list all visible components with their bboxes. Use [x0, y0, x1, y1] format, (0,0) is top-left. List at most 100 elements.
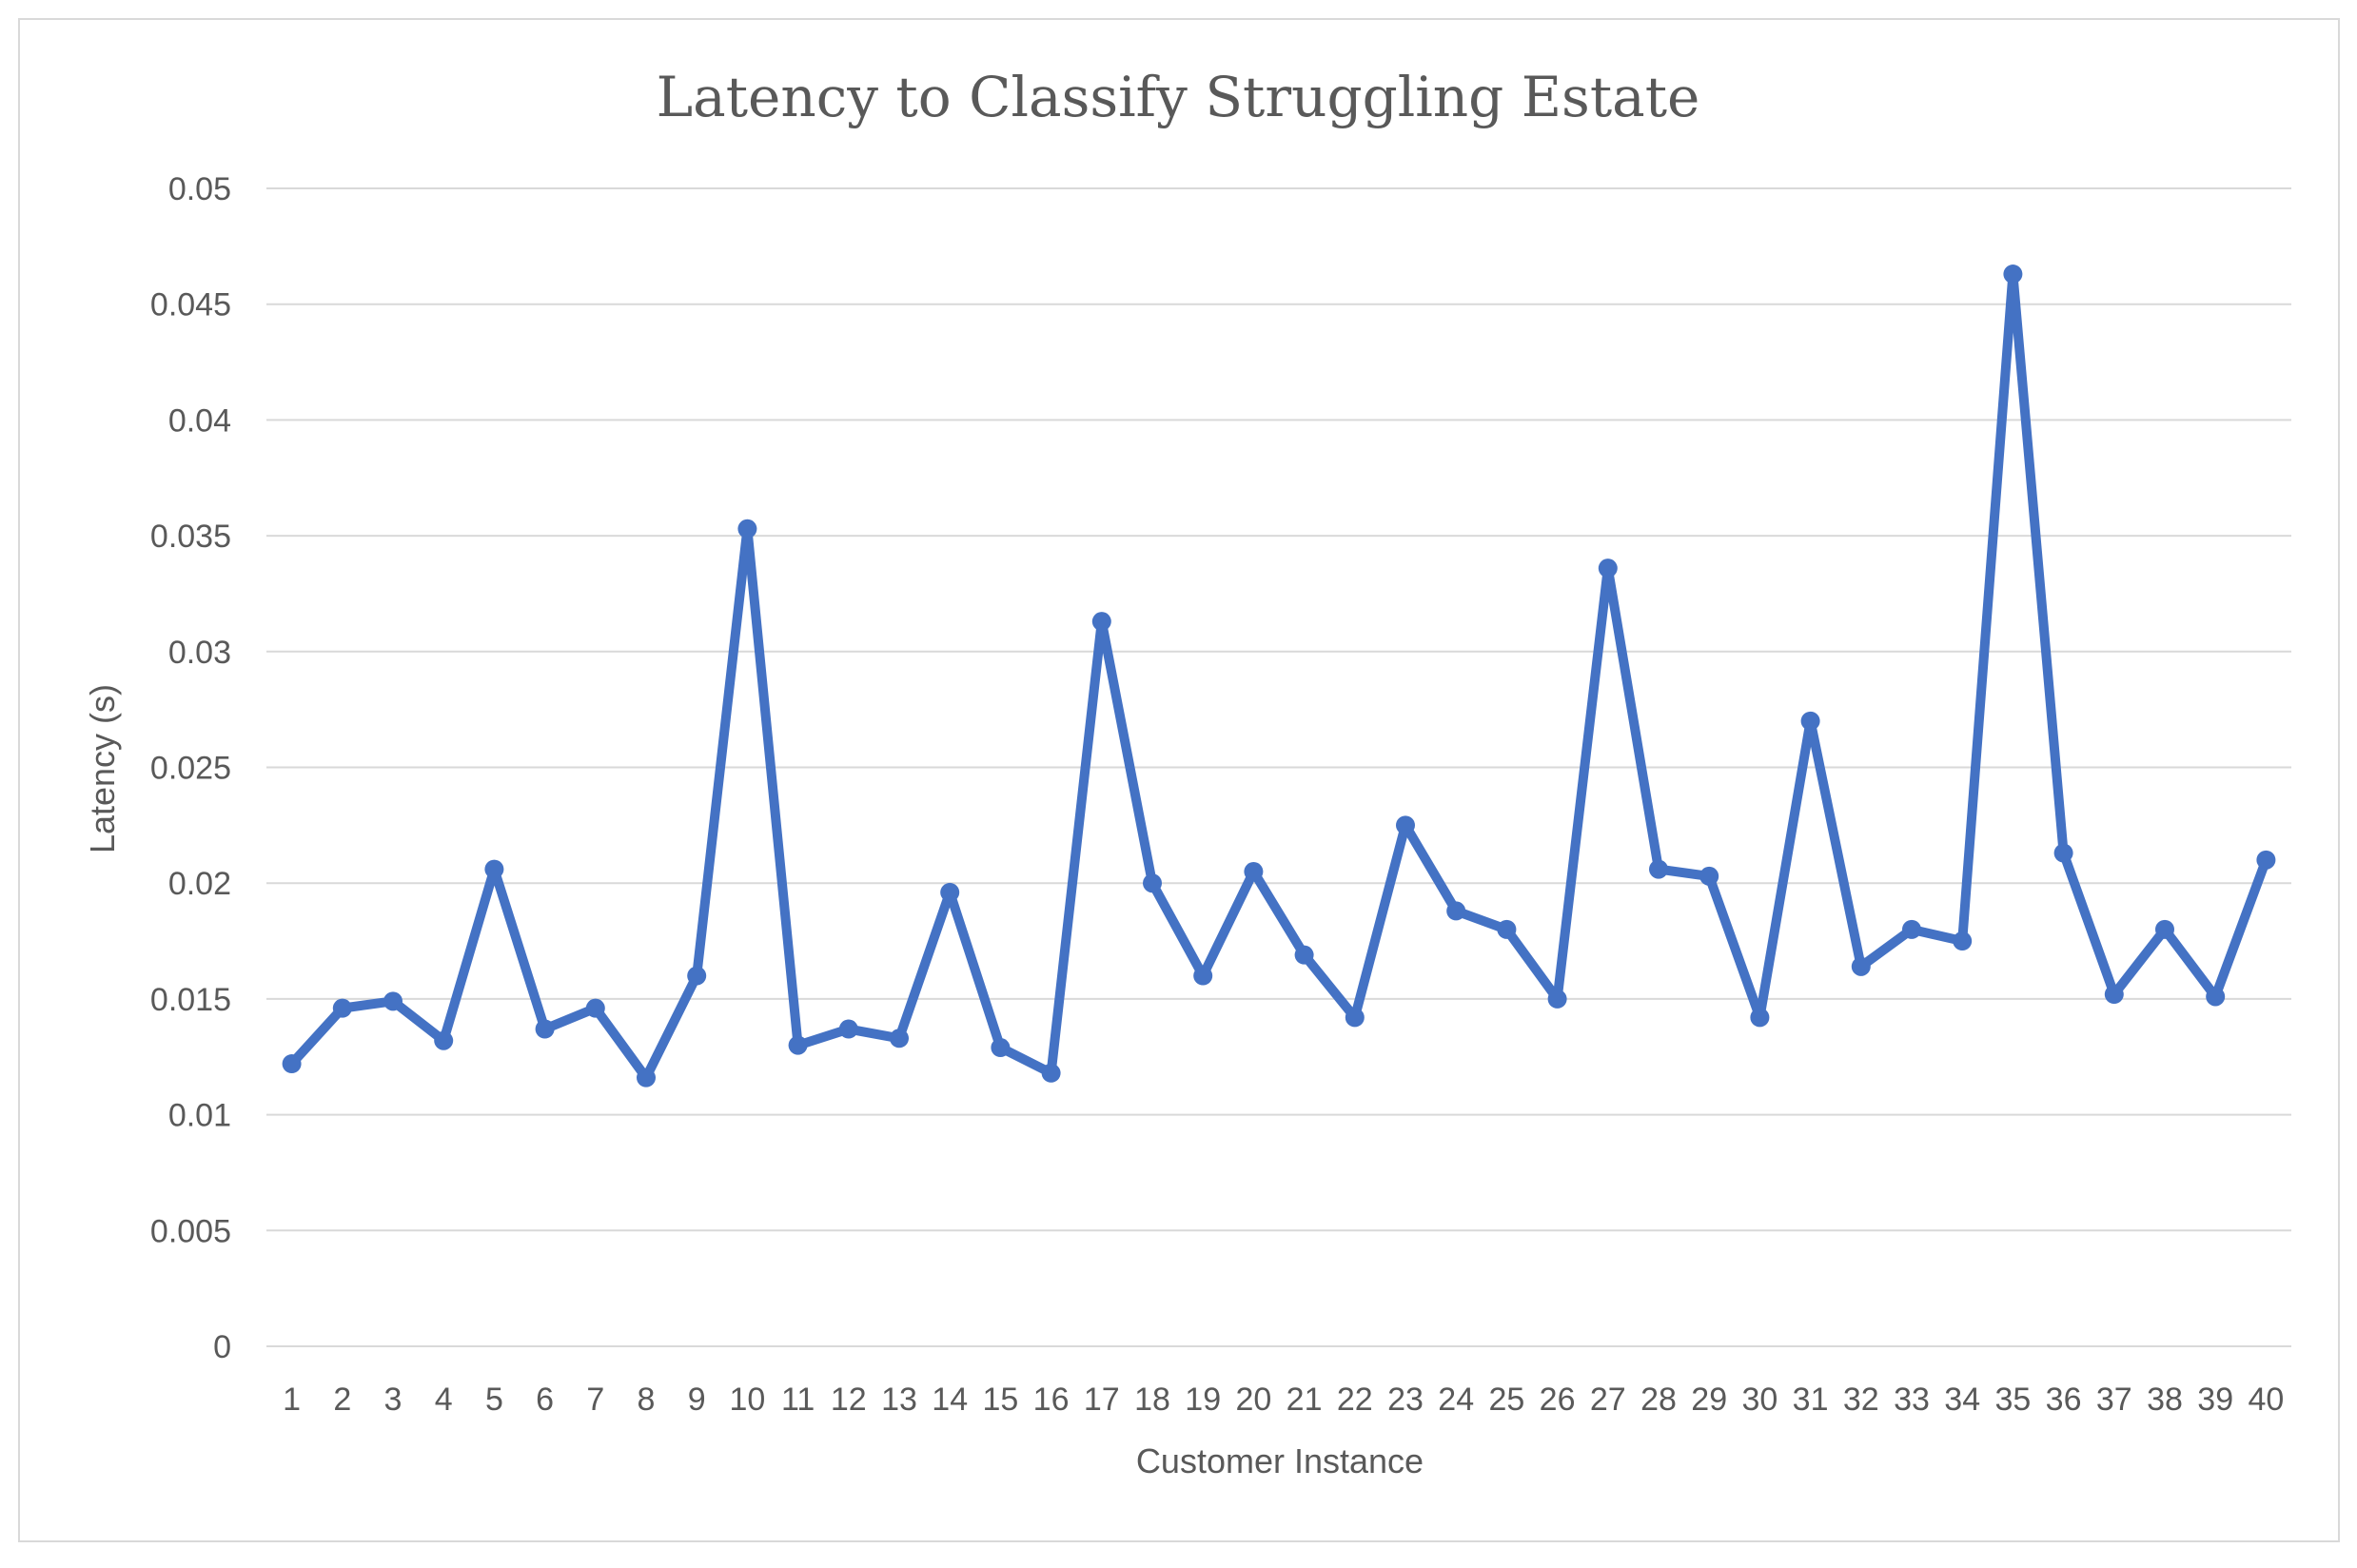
- x-tick-label: 34: [1944, 1382, 1980, 1418]
- data-point: [2256, 850, 2276, 870]
- x-tick-label: 16: [1033, 1382, 1070, 1418]
- data-point: [788, 1035, 808, 1055]
- x-tick-label: 35: [1994, 1382, 2031, 1418]
- data-point: [1649, 859, 1668, 879]
- x-tick-label: 1: [283, 1382, 301, 1418]
- data-point: [637, 1068, 656, 1088]
- data-point: [484, 859, 504, 879]
- data-point: [2003, 265, 2023, 284]
- data-point: [687, 966, 707, 986]
- x-tick-label: 26: [1540, 1382, 1576, 1418]
- x-tick-label: 5: [485, 1382, 503, 1418]
- y-tick-label: 0.035: [150, 519, 231, 555]
- data-point: [1345, 1008, 1365, 1028]
- data-point: [434, 1030, 454, 1050]
- x-tick-label: 29: [1691, 1382, 1727, 1418]
- data-point: [1193, 966, 1213, 986]
- data-point: [1953, 931, 1973, 951]
- x-tick-label: 38: [2147, 1382, 2183, 1418]
- x-tick-label: 22: [1337, 1382, 1373, 1418]
- x-tick-label: 11: [781, 1382, 815, 1418]
- data-point: [282, 1054, 302, 1074]
- data-point: [1598, 559, 1618, 578]
- x-tick-label: 21: [1287, 1382, 1323, 1418]
- data-point: [2053, 843, 2073, 863]
- data-point: [1902, 919, 1921, 939]
- data-point: [1851, 956, 1871, 976]
- y-axis-ticks: 0 0.005 0.01 0.015 0.02 0.025 0.03 0.035 0.04 0.0…: [150, 171, 231, 1365]
- series-line: [286, 269, 2271, 1083]
- data-point: [1547, 989, 1567, 1009]
- data-point: [890, 1029, 909, 1049]
- y-tick-label: 0.01: [168, 1098, 231, 1134]
- y-tick-label: 0.015: [150, 982, 231, 1018]
- data-point: [1699, 866, 1719, 886]
- data-point: [1446, 901, 1466, 921]
- x-axis-ticks: 1 2 3 4 5 6 7 8 9 10 11 12 13 14 15 16 17 18 19 20 21 22 23 24 2…: [283, 1382, 2284, 1418]
- data-point: [383, 991, 403, 1011]
- gridlines: [266, 187, 2291, 1347]
- x-tick-label: 31: [1793, 1382, 1829, 1418]
- y-tick-label: 0.04: [168, 402, 231, 439]
- data-point: [2206, 987, 2226, 1007]
- y-tick-label: 0.005: [150, 1213, 231, 1249]
- x-tick-label: 30: [1741, 1382, 1778, 1418]
- x-tick-label: 20: [1235, 1382, 1271, 1418]
- data-point: [1396, 815, 1415, 835]
- y-tick-label: 0: [213, 1329, 231, 1365]
- x-tick-label: 3: [384, 1382, 403, 1418]
- x-tick-label: 25: [1488, 1382, 1524, 1418]
- data-point: [1294, 945, 1314, 965]
- chart-title: Latency to Classify Struggling Estate: [657, 65, 1700, 129]
- x-tick-label: 9: [688, 1382, 706, 1418]
- data-point: [1750, 1008, 1770, 1028]
- x-tick-label: 8: [638, 1382, 656, 1418]
- x-tick-label: 27: [1590, 1382, 1626, 1418]
- data-point: [838, 1019, 858, 1039]
- x-tick-label: 6: [536, 1382, 554, 1418]
- x-tick-label: 2: [333, 1382, 351, 1418]
- chart-frame: [18, 18, 2340, 1542]
- y-tick-label: 0.03: [168, 635, 231, 671]
- x-tick-label: 7: [586, 1382, 604, 1418]
- data-point: [585, 998, 605, 1018]
- data-point: [737, 519, 757, 539]
- x-axis-label: Customer Instance: [1136, 1441, 1424, 1480]
- y-axis-label: Latency (s): [83, 684, 122, 853]
- y-tick-label: 0.05: [168, 171, 231, 207]
- x-tick-label: 10: [729, 1382, 765, 1418]
- x-tick-label: 40: [2248, 1382, 2284, 1418]
- x-tick-label: 32: [1843, 1382, 1879, 1418]
- x-tick-label: 19: [1185, 1382, 1221, 1418]
- y-tick-label: 0.025: [150, 751, 231, 787]
- data-point: [1800, 711, 1820, 731]
- x-tick-label: 24: [1438, 1382, 1474, 1418]
- x-tick-label: 17: [1084, 1382, 1120, 1418]
- x-tick-label: 36: [2046, 1382, 2082, 1418]
- data-point: [1497, 919, 1517, 939]
- series-layer: [282, 265, 2276, 1088]
- x-tick-label: 14: [932, 1382, 968, 1418]
- x-tick-label: 33: [1894, 1382, 1930, 1418]
- data-point: [1041, 1063, 1061, 1083]
- x-tick-label: 23: [1387, 1382, 1424, 1418]
- data-point: [940, 882, 960, 902]
- data-point: [2104, 985, 2124, 1005]
- data-point: [535, 1019, 555, 1039]
- x-tick-label: 13: [881, 1382, 917, 1418]
- data-point: [991, 1038, 1011, 1058]
- data-point: [2155, 919, 2174, 939]
- data-point: [1244, 862, 1264, 882]
- x-tick-label: 12: [831, 1382, 867, 1418]
- data-point: [332, 998, 352, 1018]
- x-tick-label: 4: [435, 1382, 453, 1418]
- y-tick-label: 0.045: [150, 287, 231, 323]
- y-tick-label: 0.02: [168, 866, 231, 902]
- data-point: [1091, 612, 1111, 632]
- x-tick-label: 15: [982, 1382, 1018, 1418]
- x-tick-label: 39: [2197, 1382, 2233, 1418]
- x-tick-label: 18: [1134, 1382, 1170, 1418]
- data-point: [1143, 873, 1162, 893]
- x-tick-label: 28: [1640, 1382, 1677, 1418]
